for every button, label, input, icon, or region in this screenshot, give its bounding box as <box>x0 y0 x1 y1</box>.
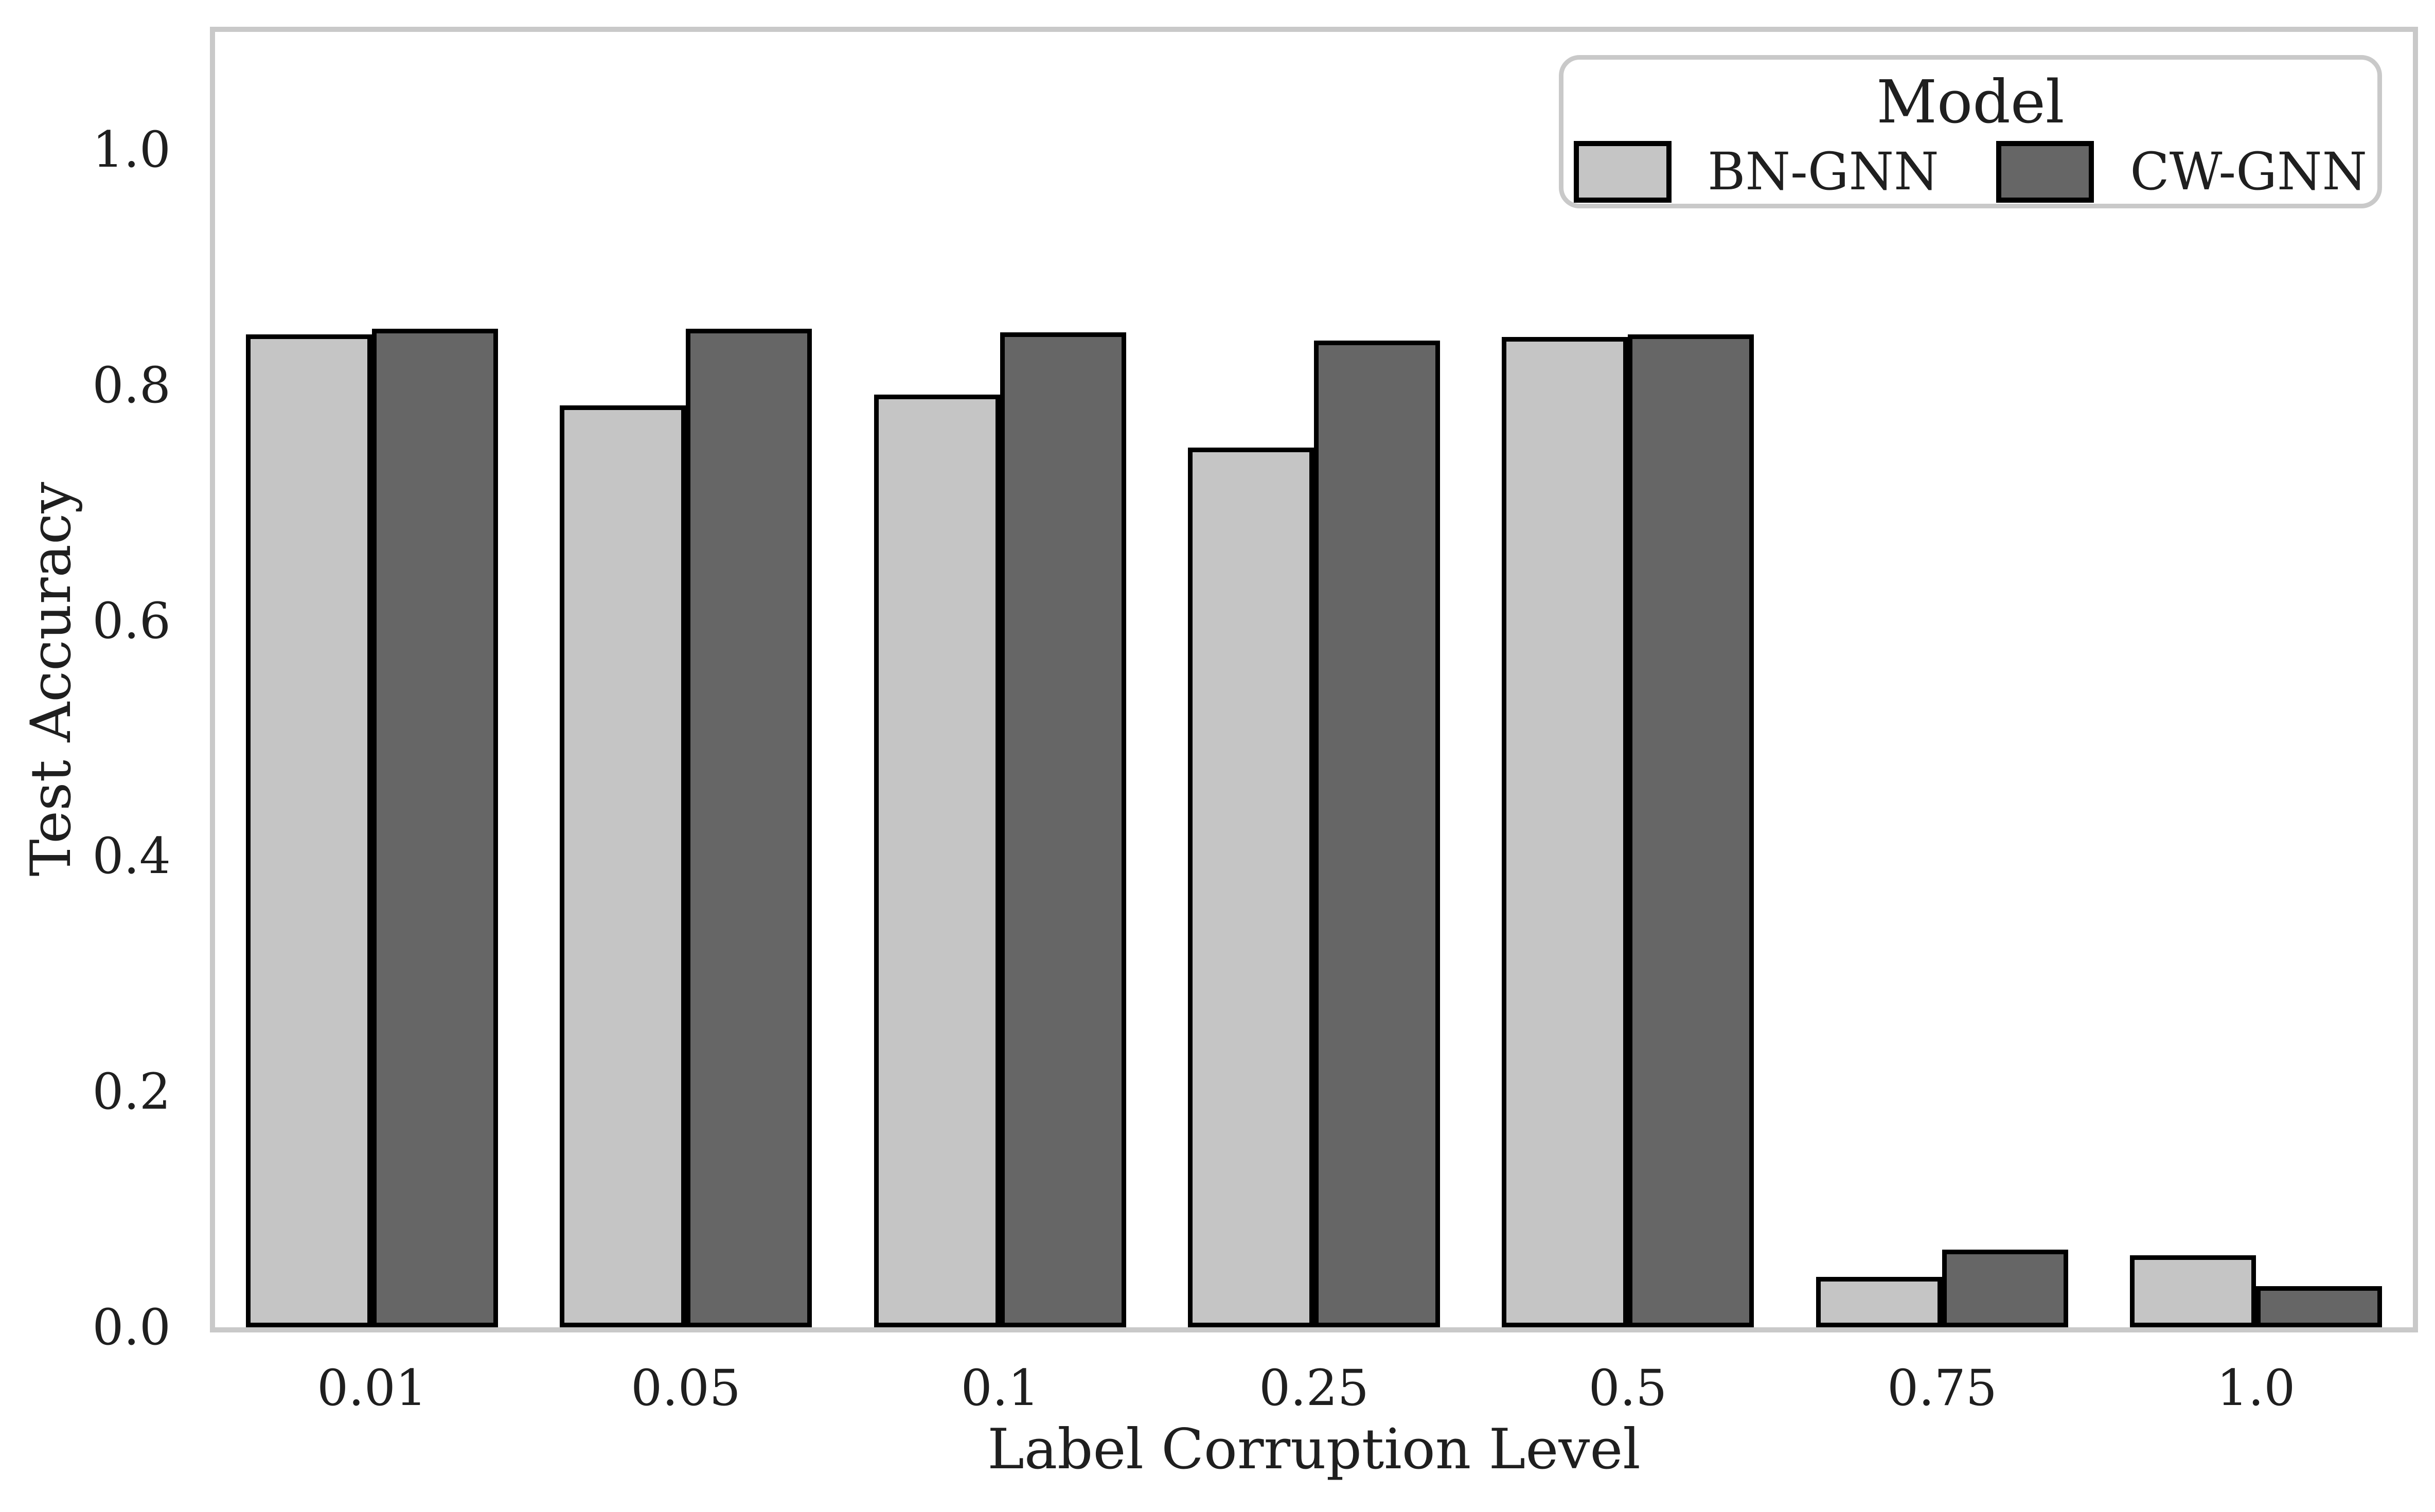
legend-label-BN-GNN: BN-GNN <box>1708 141 1939 202</box>
y-tick-label-1.0: 1.0 <box>92 121 171 179</box>
legend-swatch-CW-GNN <box>1996 141 2094 203</box>
legend-title: Model <box>1876 68 2065 137</box>
legend-entry-CW-GNN: CW-GNN <box>1996 141 2367 203</box>
x-tick-label-0.25: 0.25 <box>1259 1359 1369 1417</box>
y-tick-label-0.0: 0.0 <box>92 1298 171 1356</box>
legend-entries: BN-GNN CW-GNN <box>1574 141 2367 203</box>
bar-BN-GNN-0.1 <box>874 395 1000 1327</box>
y-tick-label-0.2: 0.2 <box>92 1063 171 1120</box>
bar-BN-GNN-0.5 <box>1502 337 1628 1327</box>
bar-BN-GNN-0.25 <box>1188 448 1314 1327</box>
bar-CW-GNN-0.5 <box>1628 334 1754 1327</box>
bar-CW-GNN-0.1 <box>1000 332 1126 1327</box>
bar-BN-GNN-0.05 <box>560 405 686 1327</box>
bar-CW-GNN-0.75 <box>1942 1250 2068 1327</box>
bar-CW-GNN-0.05 <box>686 329 812 1327</box>
x-tick-label-0.01: 0.01 <box>317 1359 427 1417</box>
legend-swatch-BN-GNN <box>1574 141 1672 203</box>
x-tick-label-0.75: 0.75 <box>1887 1359 1997 1417</box>
x-axis-label: Label Corruption Level <box>987 1417 1641 1482</box>
y-axis-label: Test Accuracy <box>19 482 83 877</box>
bar-CW-GNN-0.25 <box>1314 341 1440 1327</box>
legend: Model BN-GNN CW-GNN <box>1559 55 2382 208</box>
y-tick-label-0.4: 0.4 <box>92 827 171 885</box>
x-tick-label-0.1: 0.1 <box>961 1359 1040 1417</box>
x-tick-label-0.05: 0.05 <box>631 1359 741 1417</box>
y-tick-label-0.6: 0.6 <box>92 592 171 650</box>
bar-CW-GNN-1.0 <box>2256 1286 2382 1327</box>
bar-CW-GNN-0.01 <box>372 329 498 1327</box>
legend-entry-BN-GNN: BN-GNN <box>1574 141 1939 203</box>
x-tick-label-0.5: 0.5 <box>1588 1359 1667 1417</box>
legend-label-CW-GNN: CW-GNN <box>2130 141 2367 202</box>
bar-BN-GNN-0.01 <box>246 334 372 1327</box>
y-tick-label-0.8: 0.8 <box>92 357 171 414</box>
bar-BN-GNN-0.75 <box>1816 1277 1942 1327</box>
bar-BN-GNN-1.0 <box>2130 1255 2256 1327</box>
x-tick-label-1.0: 1.0 <box>2216 1359 2296 1417</box>
